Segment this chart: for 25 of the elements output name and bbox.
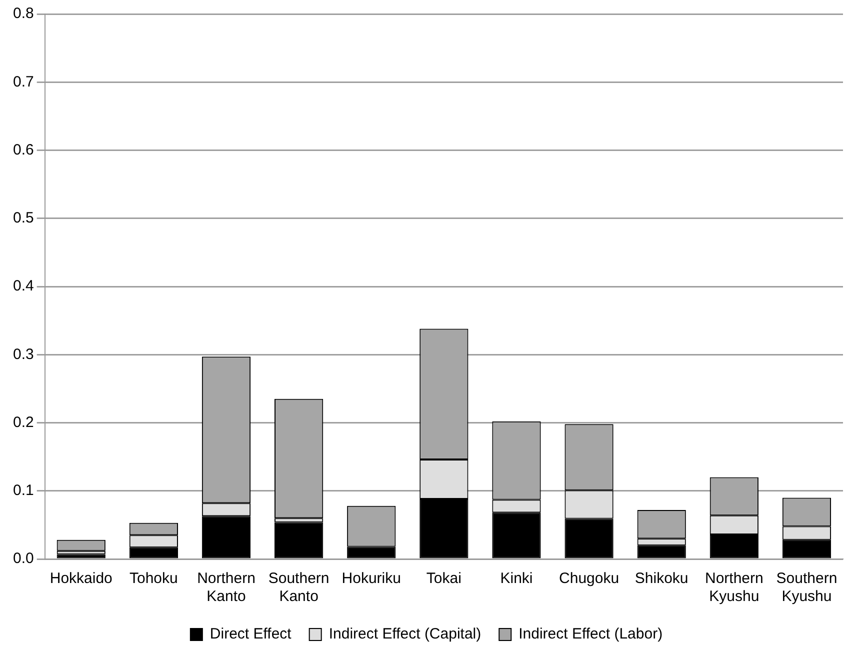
legend-label: Direct Effect	[210, 626, 292, 643]
x-tick-label: Tokai	[426, 570, 462, 588]
x-tick-label: Northern Kanto	[197, 570, 256, 606]
legend-label: Indirect Effect (Labor)	[518, 626, 663, 643]
y-tick-label: 0.6	[12, 141, 34, 158]
y-tick-label: 0.2	[12, 414, 34, 431]
legend-label: Indirect Effect (Capital)	[328, 626, 482, 643]
x-tick-label: Kinki	[500, 570, 533, 588]
y-tick-label: 0.1	[12, 482, 34, 500]
x-tick-label: Southern Kanto	[268, 570, 330, 606]
bar	[56, 554, 106, 558]
y-tick-label: 0.4	[12, 278, 34, 295]
y-tick-label: 0.0	[12, 550, 34, 568]
x-tick-label: Shikoku	[634, 570, 688, 588]
y-tick-label: 0.5	[12, 210, 34, 227]
x-tick-label: Hokkaido	[50, 570, 112, 588]
x-tick-label: Northern Kyushu	[704, 570, 764, 606]
x-tick-label: Hokuriku	[342, 570, 401, 588]
y-tick-label: 0.7	[12, 73, 34, 90]
y-tick-label: 0.8	[12, 5, 34, 22]
x-tick-label: Tohoku	[130, 570, 178, 588]
y-tick-label: 0.3	[12, 346, 34, 363]
x-tick-label: Southern Kyushu	[776, 570, 838, 606]
x-tick-label: Chugoku	[559, 570, 620, 588]
bar	[274, 522, 324, 558]
